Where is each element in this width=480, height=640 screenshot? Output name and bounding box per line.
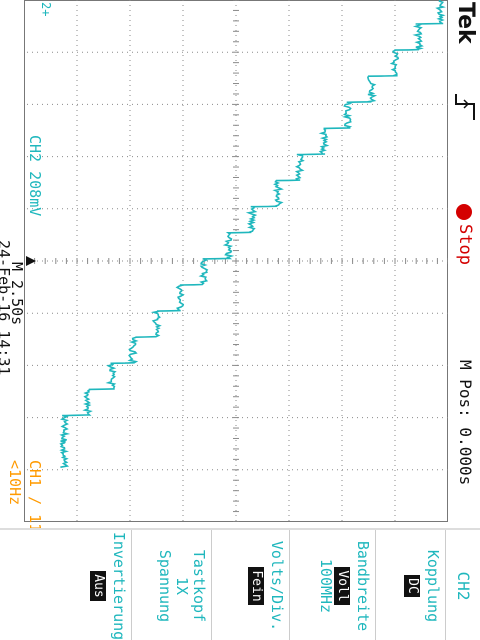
ch2-side-menu: CH2 Kopplung DC Bandbreite Voll 100MHz V… xyxy=(0,528,480,640)
trigger-frequency-readout: <10Hz xyxy=(6,460,24,506)
ch2-waveform: 2+ xyxy=(39,0,446,468)
menu-item-kopplung[interactable]: Kopplung DC xyxy=(375,530,445,640)
menu-item-tastkopf[interactable]: Tastkopf 1X Spannung xyxy=(131,530,211,640)
menu-item-extra: 1X xyxy=(173,576,191,596)
ch2-ground-marker: 2+ xyxy=(39,2,53,16)
graticule-grid xyxy=(24,0,448,522)
menu-item-value: DC xyxy=(404,575,420,597)
menu-title: CH2 xyxy=(445,530,480,640)
menu-item-bandbreite[interactable]: Bandbreite Voll 100MHz xyxy=(289,530,375,640)
menu-item-label-2: Spannung xyxy=(156,549,174,623)
menu-item-extra: 100MHz xyxy=(317,558,335,614)
menu-item-value: Fein xyxy=(248,567,264,605)
ch2-trace xyxy=(59,0,446,468)
menu-item-label: Bandbreite xyxy=(354,540,372,632)
acquisition-status: Stop xyxy=(455,224,475,265)
ch2-scale-readout: CH2 208mV xyxy=(26,135,44,217)
menu-item-value: Voll xyxy=(334,567,350,605)
menu-item-label: Volts/Div. xyxy=(268,540,286,632)
trigger-position-marker xyxy=(26,256,36,266)
brand-logo: Tek xyxy=(453,2,478,44)
trigger-edge-icon xyxy=(455,94,475,120)
menu-item-label: Invertierung xyxy=(110,531,128,640)
menu-item-label: Tastkopf xyxy=(190,549,208,623)
horizontal-position-readout: M Pos: 0.000s xyxy=(456,360,475,486)
date-time-readout: 24-Feb-16 14:31 xyxy=(0,240,13,376)
stop-indicator-icon xyxy=(456,204,472,220)
menu-item-volts-div[interactable]: Volts/Div. Fein xyxy=(211,530,289,640)
menu-item-label: Kopplung xyxy=(424,549,442,623)
menu-item-invertierung[interactable]: Invertierung Aus xyxy=(51,530,131,640)
waveform-display: 2+ xyxy=(24,0,448,522)
menu-item-value: Aus xyxy=(90,571,106,601)
